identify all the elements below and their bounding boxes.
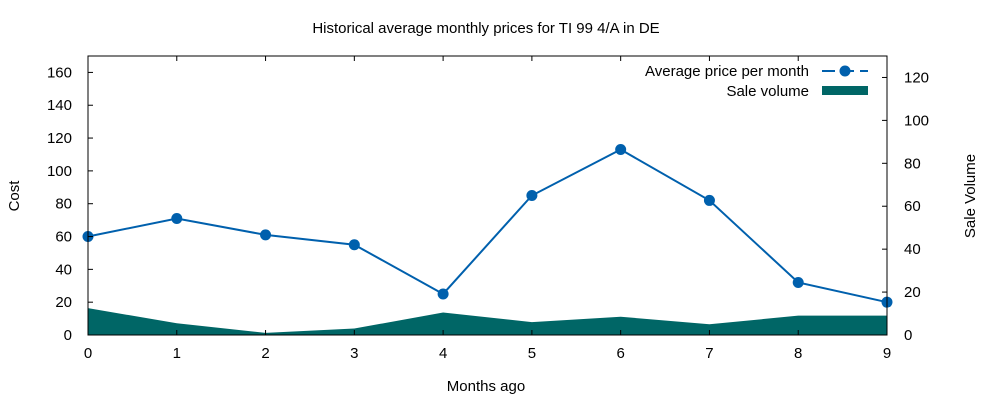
- legend: Average price per month Sale volume: [645, 63, 868, 100]
- price-point: [260, 229, 272, 241]
- y2-tick-label: 120: [904, 69, 929, 86]
- y-tick-label: 120: [47, 130, 72, 147]
- x-tick-label: 7: [705, 345, 713, 362]
- price-line: [87, 148, 888, 304]
- x-tick-label: 9: [883, 345, 891, 362]
- y-tick-label: 40: [55, 261, 72, 278]
- y-axis-left: 0 20 40 60 80 100 120 140 160: [47, 64, 93, 344]
- price-point: [526, 190, 538, 201]
- y2-tick-label: 60: [904, 198, 921, 215]
- x-axis: 0 1 2 3 4 5 6 7 8 9: [84, 56, 891, 362]
- y-tick-label: 160: [47, 64, 72, 81]
- price-point: [792, 276, 804, 288]
- y-tick-label: 80: [55, 196, 72, 213]
- y-tick-label: 100: [47, 163, 72, 180]
- x-tick-label: 8: [794, 345, 802, 362]
- x-tick-label: 0: [84, 345, 92, 362]
- y2-axis-label: Sale Volume: [962, 154, 979, 238]
- y2-tick-label: 100: [904, 112, 929, 129]
- x-tick-label: 4: [439, 345, 447, 362]
- y-tick-label: 20: [55, 294, 72, 311]
- legend-label-price: Average price per month: [645, 63, 809, 80]
- price-line-layer: [82, 144, 893, 308]
- x-tick-label: 5: [528, 345, 536, 362]
- price-point: [615, 144, 627, 156]
- price-point: [437, 288, 449, 300]
- y2-tick-label: 20: [904, 284, 921, 301]
- y2-tick-label: 80: [904, 155, 921, 172]
- chart-title: Historical average monthly prices for TI…: [312, 20, 659, 37]
- x-tick-label: 3: [350, 345, 358, 362]
- price-point: [171, 212, 183, 224]
- price-point: [348, 239, 360, 251]
- x-axis-label: Months ago: [447, 378, 525, 395]
- y-axis-right: 0 20 40 60 80 100 120: [882, 69, 929, 344]
- y-tick-label: 60: [55, 229, 72, 246]
- legend-swatch-price-marker: [839, 65, 851, 77]
- volume-area-layer: [88, 308, 887, 335]
- price-point: [703, 194, 715, 206]
- x-tick-label: 1: [173, 345, 181, 362]
- volume-area: [88, 308, 887, 335]
- x-tick-label: 6: [616, 345, 624, 362]
- y2-tick-label: 0: [904, 327, 912, 344]
- y-axis-label: Cost: [6, 180, 23, 212]
- y-tick-label: 0: [64, 327, 72, 344]
- y2-tick-label: 40: [904, 241, 921, 258]
- plot-frame: [87, 55, 888, 336]
- y-tick-label: 140: [47, 97, 72, 114]
- legend-label-volume: Sale volume: [726, 83, 809, 100]
- x-tick-label: 2: [261, 345, 269, 362]
- legend-swatch-volume: [822, 86, 868, 95]
